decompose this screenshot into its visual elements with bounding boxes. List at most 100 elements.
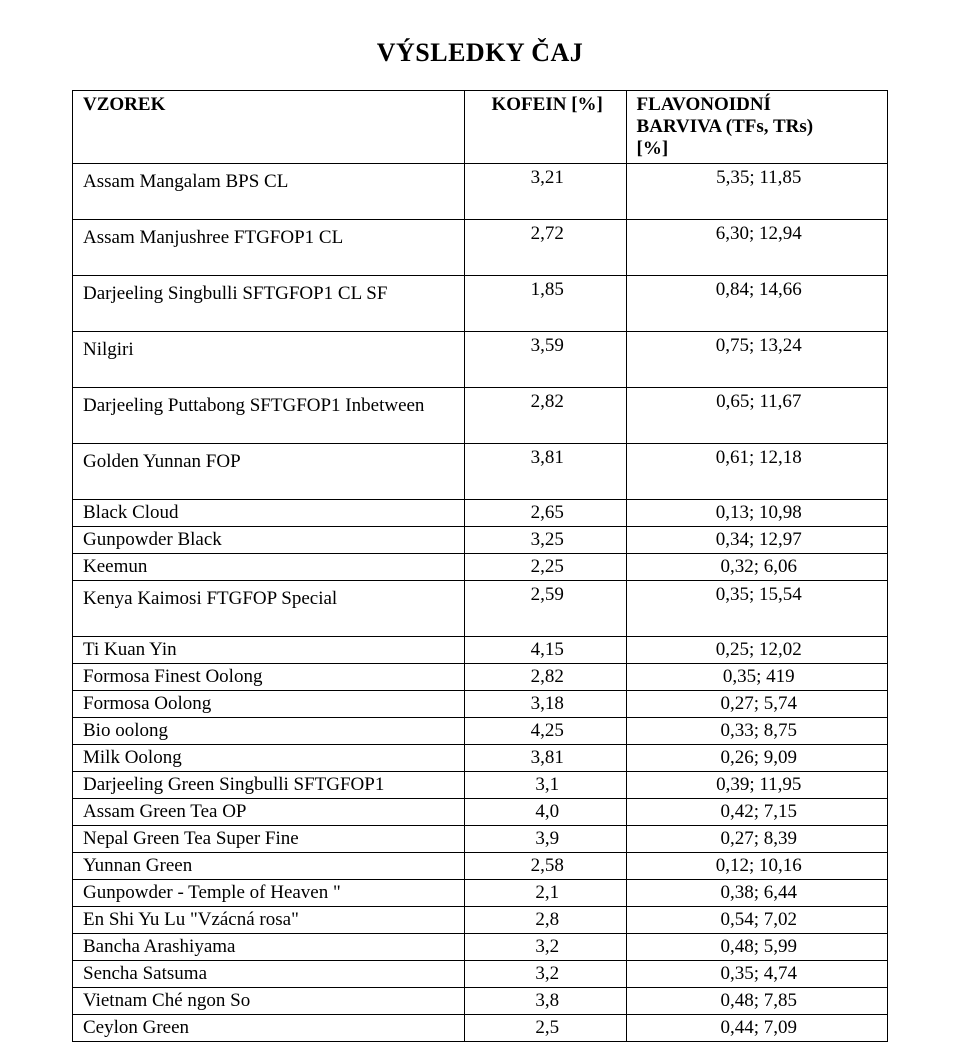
cell-sample: Assam Manjushree FTGFOP1 CL — [73, 220, 465, 276]
cell-flavonoid: 0,61; 12,18 — [626, 444, 887, 500]
cell-kofein: 2,82 — [464, 388, 626, 444]
cell-kofein: 2,1 — [464, 880, 626, 907]
cell-sample: Ceylon Green — [73, 1015, 465, 1042]
cell-kofein: 2,58 — [464, 853, 626, 880]
cell-sample: Sencha Satsuma — [73, 961, 465, 988]
cell-flavonoid: 0,65; 11,67 — [626, 388, 887, 444]
cell-flavonoid: 6,30; 12,94 — [626, 220, 887, 276]
cell-flavonoid: 0,34; 12,97 — [626, 527, 887, 554]
col-flavonoid-header: FLAVONOIDNÍ BARVIVA (TFs, TRs) [%] — [626, 91, 887, 164]
cell-kofein: 4,25 — [464, 718, 626, 745]
cell-kofein: 4,0 — [464, 799, 626, 826]
cell-flavonoid: 0,25; 12,02 — [626, 637, 887, 664]
cell-kofein: 2,5 — [464, 1015, 626, 1042]
cell-flavonoid: 0,12; 10,16 — [626, 853, 887, 880]
table-row: Assam Mangalam BPS CL3,215,35; 11,85 — [73, 164, 888, 220]
cell-kofein: 3,81 — [464, 444, 626, 500]
table-row: Milk Oolong3,810,26; 9,09 — [73, 745, 888, 772]
cell-sample: Yunnan Green — [73, 853, 465, 880]
cell-sample: Keemun — [73, 554, 465, 581]
cell-sample: Formosa Oolong — [73, 691, 465, 718]
cell-sample: Kenya Kaimosi FTGFOP Special — [73, 581, 465, 637]
cell-kofein: 3,2 — [464, 961, 626, 988]
cell-sample: Milk Oolong — [73, 745, 465, 772]
cell-flavonoid: 0,44; 7,09 — [626, 1015, 887, 1042]
table-row: Kenya Kaimosi FTGFOP Special2,590,35; 15… — [73, 581, 888, 637]
cell-kofein: 3,9 — [464, 826, 626, 853]
cell-flavonoid: 0,35; 419 — [626, 664, 887, 691]
table-row: Ceylon Green2,50,44; 7,09 — [73, 1015, 888, 1042]
cell-flavonoid: 0,26; 9,09 — [626, 745, 887, 772]
table-row: Gunpowder - Temple of Heaven "2,10,38; 6… — [73, 880, 888, 907]
cell-flavonoid: 0,38; 6,44 — [626, 880, 887, 907]
table-row: Darjeeling Singbulli SFTGFOP1 CL SF1,850… — [73, 276, 888, 332]
cell-kofein: 2,65 — [464, 500, 626, 527]
cell-kofein: 4,15 — [464, 637, 626, 664]
cell-kofein: 1,85 — [464, 276, 626, 332]
table-row: Nepal Green Tea Super Fine3,90,27; 8,39 — [73, 826, 888, 853]
table-row: Nilgiri3,590,75; 13,24 — [73, 332, 888, 388]
cell-flavonoid: 0,39; 11,95 — [626, 772, 887, 799]
table-row: Sencha Satsuma3,20,35; 4,74 — [73, 961, 888, 988]
table-row: Formosa Oolong3,180,27; 5,74 — [73, 691, 888, 718]
cell-kofein: 3,59 — [464, 332, 626, 388]
cell-sample: En Shi Yu Lu "Vzácná rosa" — [73, 907, 465, 934]
cell-sample: Assam Mangalam BPS CL — [73, 164, 465, 220]
table-row: Assam Manjushree FTGFOP1 CL2,726,30; 12,… — [73, 220, 888, 276]
cell-sample: Darjeeling Puttabong SFTGFOP1 Inbetween — [73, 388, 465, 444]
cell-sample: Black Cloud — [73, 500, 465, 527]
cell-flavonoid: 0,48; 7,85 — [626, 988, 887, 1015]
table-row: Formosa Finest Oolong2,820,35; 419 — [73, 664, 888, 691]
cell-kofein: 2,82 — [464, 664, 626, 691]
cell-flavonoid: 0,35; 4,74 — [626, 961, 887, 988]
cell-sample: Bancha Arashiyama — [73, 934, 465, 961]
cell-flavonoid: 0,32; 6,06 — [626, 554, 887, 581]
cell-kofein: 3,2 — [464, 934, 626, 961]
table-row: Ti Kuan Yin4,150,25; 12,02 — [73, 637, 888, 664]
table-row: Darjeeling Puttabong SFTGFOP1 Inbetween2… — [73, 388, 888, 444]
cell-flavonoid: 0,35; 15,54 — [626, 581, 887, 637]
table-row: Darjeeling Green Singbulli SFTGFOP13,10,… — [73, 772, 888, 799]
cell-sample: Ti Kuan Yin — [73, 637, 465, 664]
table-row: Black Cloud2,650,13; 10,98 — [73, 500, 888, 527]
cell-kofein: 3,21 — [464, 164, 626, 220]
cell-kofein: 3,1 — [464, 772, 626, 799]
col-sample-header: VZOREK — [73, 91, 465, 164]
cell-flavonoid: 0,75; 13,24 — [626, 332, 887, 388]
cell-kofein: 2,72 — [464, 220, 626, 276]
table-row: Assam Green Tea OP4,00,42; 7,15 — [73, 799, 888, 826]
cell-flavonoid: 0,48; 5,99 — [626, 934, 887, 961]
cell-kofein: 3,18 — [464, 691, 626, 718]
cell-kofein: 2,59 — [464, 581, 626, 637]
cell-kofein: 3,8 — [464, 988, 626, 1015]
cell-kofein: 2,8 — [464, 907, 626, 934]
table-row: Vietnam Ché ngon So3,80,48; 7,85 — [73, 988, 888, 1015]
table-row: Gunpowder Black3,250,34; 12,97 — [73, 527, 888, 554]
cell-sample: Darjeeling Singbulli SFTGFOP1 CL SF — [73, 276, 465, 332]
table-row: Bancha Arashiyama3,20,48; 5,99 — [73, 934, 888, 961]
cell-sample: Formosa Finest Oolong — [73, 664, 465, 691]
cell-flavonoid: 5,35; 11,85 — [626, 164, 887, 220]
cell-sample: Bio oolong — [73, 718, 465, 745]
cell-flavonoid: 0,27; 8,39 — [626, 826, 887, 853]
table-row: En Shi Yu Lu "Vzácná rosa"2,80,54; 7,02 — [73, 907, 888, 934]
cell-kofein: 3,81 — [464, 745, 626, 772]
cell-flavonoid: 0,54; 7,02 — [626, 907, 887, 934]
page-title: VÝSLEDKY ČAJ — [72, 38, 888, 68]
cell-sample: Darjeeling Green Singbulli SFTGFOP1 — [73, 772, 465, 799]
cell-sample: Vietnam Ché ngon So — [73, 988, 465, 1015]
table-row: Yunnan Green2,580,12; 10,16 — [73, 853, 888, 880]
results-table: VZOREK KOFEIN [%] FLAVONOIDNÍ BARVIVA (T… — [72, 90, 888, 1042]
cell-flavonoid: 0,84; 14,66 — [626, 276, 887, 332]
cell-sample: Golden Yunnan FOP — [73, 444, 465, 500]
table-row: Golden Yunnan FOP3,810,61; 12,18 — [73, 444, 888, 500]
cell-sample: Assam Green Tea OP — [73, 799, 465, 826]
cell-sample: Gunpowder - Temple of Heaven " — [73, 880, 465, 907]
cell-flavonoid: 0,42; 7,15 — [626, 799, 887, 826]
cell-kofein: 3,25 — [464, 527, 626, 554]
cell-sample: Nilgiri — [73, 332, 465, 388]
cell-kofein: 2,25 — [464, 554, 626, 581]
table-row: Bio oolong4,250,33; 8,75 — [73, 718, 888, 745]
cell-sample: Gunpowder Black — [73, 527, 465, 554]
cell-flavonoid: 0,13; 10,98 — [626, 500, 887, 527]
